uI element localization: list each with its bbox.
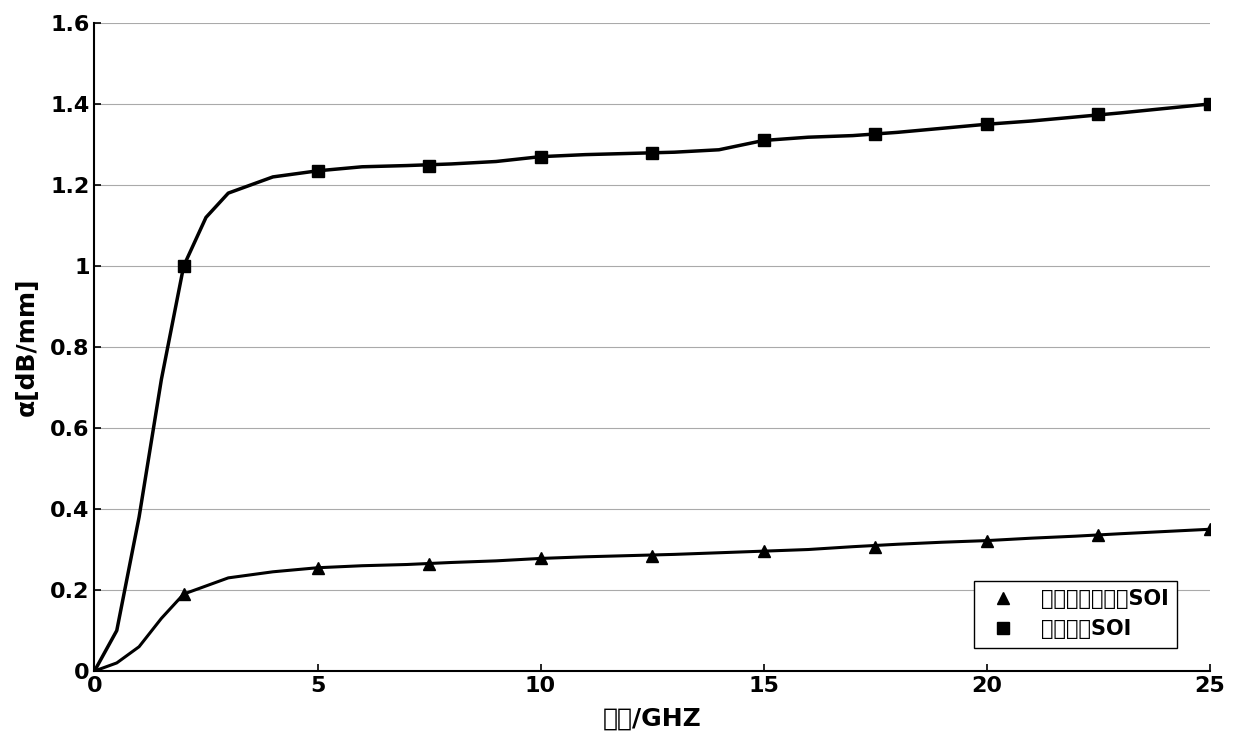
其它衬底SOI bbox=[868, 130, 883, 139]
本发明做衬底的SOI bbox=[980, 536, 994, 545]
其它衬底SOI bbox=[422, 161, 436, 170]
本发明做衬底的SOI bbox=[1091, 531, 1106, 540]
本发明做衬底的SOI bbox=[422, 560, 436, 568]
本发明做衬底的SOI bbox=[645, 551, 660, 560]
Legend: 本发明做衬底的SOI, 其它衬底SOI: 本发明做衬底的SOI, 其它衬底SOI bbox=[975, 580, 1177, 648]
其它衬底SOI bbox=[176, 262, 191, 271]
本发明做衬底的SOI bbox=[310, 563, 325, 572]
本发明做衬底的SOI bbox=[1203, 524, 1218, 533]
其它衬底SOI bbox=[645, 149, 660, 158]
本发明做衬底的SOI bbox=[533, 554, 548, 563]
其它衬底SOI bbox=[980, 120, 994, 129]
其它衬底SOI bbox=[1091, 110, 1106, 119]
其它衬底SOI bbox=[756, 136, 771, 145]
Line: 本发明做衬底的SOI: 本发明做衬底的SOI bbox=[177, 523, 1216, 601]
Line: 其它衬底SOI: 其它衬底SOI bbox=[177, 98, 1216, 272]
本发明做衬底的SOI bbox=[176, 589, 191, 598]
其它衬底SOI bbox=[533, 152, 548, 161]
其它衬底SOI bbox=[1203, 99, 1218, 108]
本发明做衬底的SOI bbox=[756, 547, 771, 556]
本发明做衬底的SOI bbox=[868, 542, 883, 551]
其它衬底SOI bbox=[310, 166, 325, 175]
Y-axis label: α[dB/mm]: α[dB/mm] bbox=[15, 278, 38, 416]
X-axis label: 频率/GHZ: 频率/GHZ bbox=[603, 707, 702, 731]
